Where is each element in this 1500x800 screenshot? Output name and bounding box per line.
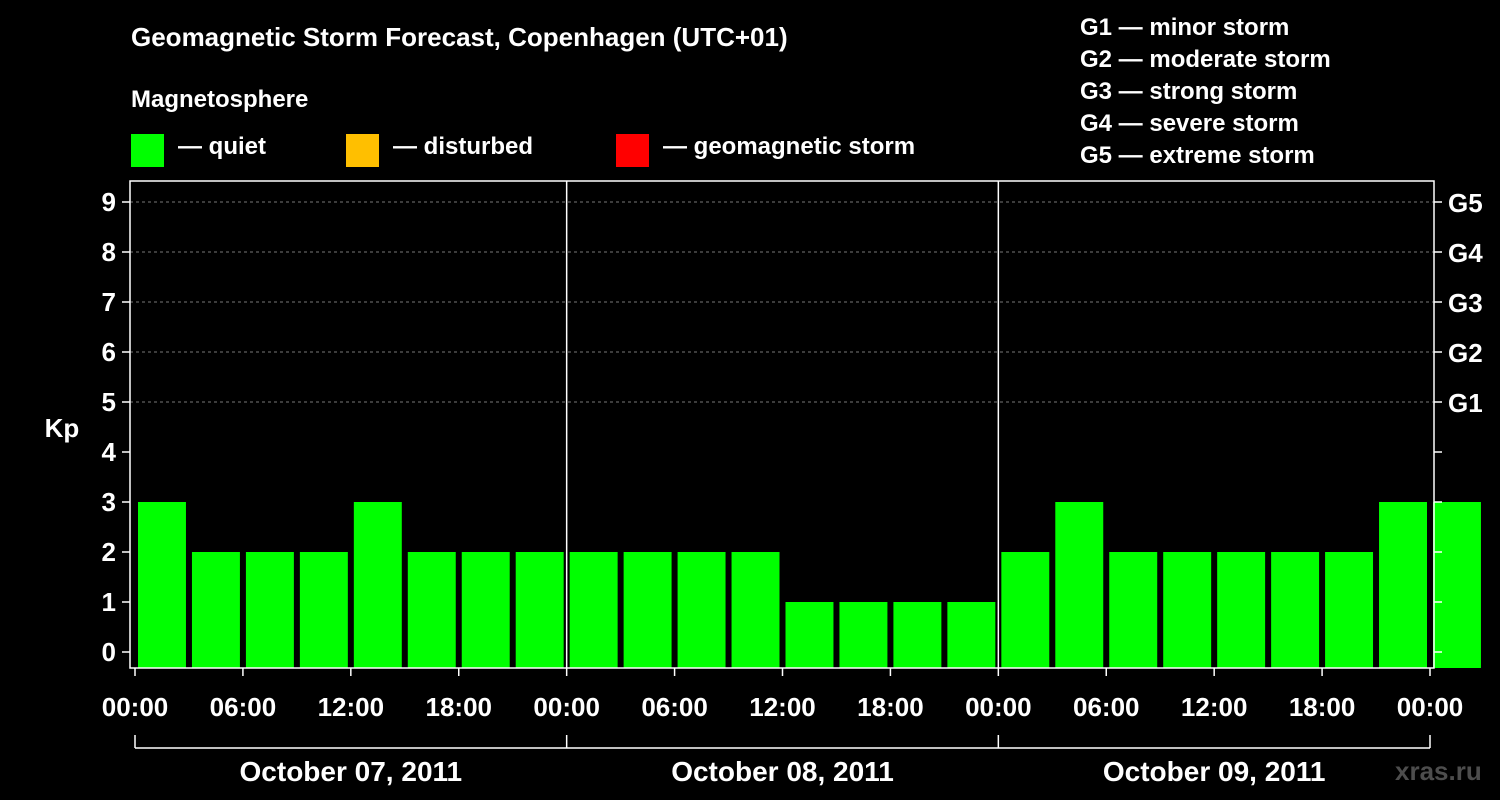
kp-bar [623, 552, 672, 668]
x-tick-label: 00:00 [1397, 692, 1464, 722]
kp-bar [1163, 552, 1212, 668]
x-tick-label: 06:00 [1073, 692, 1140, 722]
y-tick-label: 1 [102, 587, 116, 617]
kp-bar [731, 552, 780, 668]
y-tick-label: 8 [102, 237, 116, 267]
kp-bar [191, 552, 240, 668]
g-scale-g4: G4 — severe storm [1080, 110, 1299, 137]
y-tick-label: 6 [102, 337, 116, 367]
g-axis-label: G5 [1448, 188, 1483, 218]
kp-bar [1109, 552, 1158, 668]
kp-bar [407, 552, 456, 668]
y-axis-label: Kp [45, 413, 80, 443]
kp-bar [515, 552, 564, 668]
legend-label-storm: — geomagnetic storm [663, 133, 916, 160]
legend-swatch-storm [616, 134, 649, 167]
y-tick-label: 3 [102, 487, 116, 517]
kp-bar [245, 552, 294, 668]
g-scale-g1: G1 — minor storm [1080, 14, 1290, 41]
g-scale-g5: G5 — extreme storm [1080, 142, 1315, 169]
legend-label-disturbed: — disturbed [393, 133, 534, 160]
x-tick-label: 12:00 [1181, 692, 1248, 722]
kp-bar [1379, 502, 1427, 668]
y-tick-label: 7 [102, 287, 116, 317]
x-tick-label: 18:00 [426, 692, 493, 722]
x-tick-label: 00:00 [102, 692, 169, 722]
kp-bar [677, 552, 726, 668]
kp-bar [138, 502, 186, 668]
y-tick-label: 4 [102, 437, 117, 467]
watermark: xras.ru [1395, 756, 1482, 786]
x-tick-label: 18:00 [857, 692, 924, 722]
legend-swatch-quiet [131, 134, 164, 167]
kp-bar [461, 552, 510, 668]
chart-title: Geomagnetic Storm Forecast, Copenhagen (… [131, 22, 788, 52]
g-axis-label: G4 [1448, 238, 1483, 268]
x-tick-label: 06:00 [210, 692, 277, 722]
y-tick-label: 9 [102, 187, 116, 217]
y-tick-label: 2 [102, 537, 116, 567]
date-label: October 07, 2011 [240, 756, 463, 787]
g-scale-g2: G2 — moderate storm [1080, 46, 1331, 73]
y-tick-label: 5 [102, 387, 116, 417]
kp-bar [1217, 552, 1266, 668]
legend-label-quiet: — quiet [178, 133, 266, 160]
legend-swatch-disturbed [346, 134, 379, 167]
kp-bar [1001, 552, 1050, 668]
kp-bar [947, 602, 996, 668]
g-axis-label: G3 [1448, 288, 1483, 318]
date-label: October 08, 2011 [671, 756, 894, 787]
kp-bar [1055, 502, 1104, 668]
g-axis-label: G2 [1448, 338, 1483, 368]
x-tick-label: 18:00 [1289, 692, 1356, 722]
kp-bar [893, 602, 942, 668]
kp-bar [1271, 552, 1320, 668]
x-tick-label: 00:00 [533, 692, 600, 722]
g-scale-g3: G3 — strong storm [1080, 78, 1298, 105]
kp-bar [1325, 552, 1374, 668]
kp-bar [353, 502, 402, 668]
y-tick-label: 0 [102, 637, 116, 667]
kp-bar [839, 602, 888, 668]
date-label: October 09, 2011 [1103, 756, 1326, 787]
x-tick-label: 06:00 [641, 692, 708, 722]
legend-heading: Magnetosphere [131, 86, 309, 113]
kp-bar [299, 552, 348, 668]
x-tick-label: 12:00 [318, 692, 385, 722]
kp-bar [1433, 502, 1481, 668]
kp-bar [569, 552, 618, 668]
g-axis-label: G1 [1448, 388, 1483, 418]
x-tick-label: 00:00 [965, 692, 1032, 722]
kp-bar [785, 602, 834, 668]
x-tick-label: 12:00 [749, 692, 816, 722]
